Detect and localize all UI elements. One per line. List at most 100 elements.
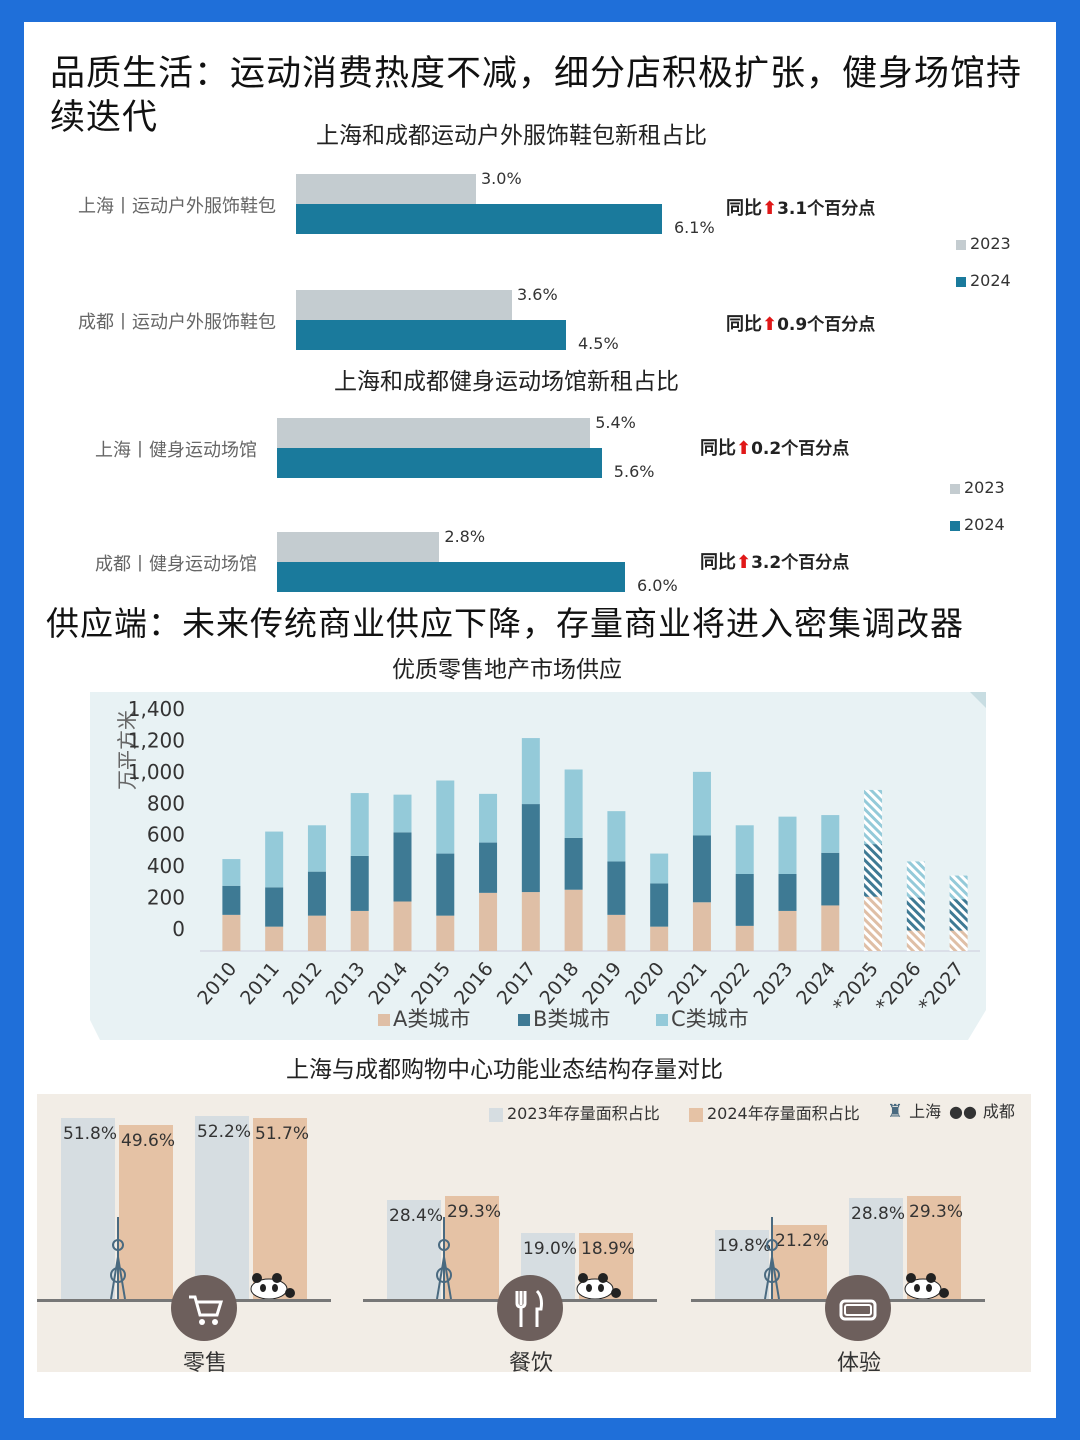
data-label: 6.1% (674, 218, 715, 237)
bar-C (479, 793, 498, 843)
bar-B (350, 855, 369, 911)
panda-icon (901, 1269, 951, 1300)
legend-item: 2023年存量面积占比 (489, 1100, 660, 1124)
category-label: 成都丨运动户外服饰鞋包 (78, 312, 276, 333)
legend-swatch (950, 520, 960, 531)
yoy-value: 3.2个百分点 (751, 553, 850, 573)
bar-B (393, 832, 412, 902)
legend-label: 2024 (970, 271, 1011, 290)
data-label: 3.0% (481, 169, 522, 188)
bar-A (479, 892, 498, 951)
bar-A (564, 889, 583, 951)
bar-B (436, 853, 455, 916)
y-tick-label: 1,000 (128, 760, 185, 784)
data-label: 19.0% (523, 1238, 578, 1259)
bar-C (821, 815, 840, 853)
bar-A (778, 910, 797, 951)
bar-2024 (277, 448, 602, 478)
data-label: 28.8% (851, 1204, 906, 1225)
bar-C (778, 816, 797, 874)
bar-C (222, 859, 241, 886)
legend-item: ♜ 上海 (887, 1098, 941, 1122)
legend-label: A类城市 (393, 1007, 470, 1031)
card: 品质生活：运动消费热度不减，细分店积极扩张，健身场馆持续迭代 上海和成都运动户外… (24, 22, 1056, 1418)
format-bar (445, 1196, 499, 1299)
data-label: 52.2% (197, 1122, 252, 1143)
bar-C (607, 811, 626, 862)
shanghai-tower-icon (109, 1217, 127, 1300)
up-arrow-icon: ⬆ (762, 314, 778, 335)
yoy-value: 0.2个百分点 (751, 439, 850, 459)
bar-C (393, 794, 412, 833)
data-label: 49.6% (121, 1131, 176, 1152)
bar-A (607, 914, 626, 951)
yoy-value: 3.1个百分点 (777, 199, 876, 219)
bar-2024 (296, 204, 662, 234)
bar-2023 (296, 290, 512, 320)
bar-B (307, 871, 326, 916)
data-label: 3.6% (517, 285, 558, 304)
bar-C (692, 771, 711, 836)
panda-icon (247, 1269, 297, 1300)
legend-item: 2024 (950, 515, 1005, 534)
data-label: 4.5% (578, 334, 619, 353)
y-tick-label: 400 (147, 854, 185, 878)
legend-label: 2023年存量面积占比 (507, 1104, 660, 1123)
format-label: 零售 (183, 1351, 228, 1376)
legend-swatch (950, 483, 960, 494)
y-tick-label: 0 (172, 917, 185, 941)
up-arrow-icon: ⬆ (762, 198, 778, 219)
panel-fold (970, 692, 986, 708)
data-label: 19.8% (717, 1235, 772, 1256)
yoy-annotation: 同比⬆0.9个百分点 (726, 310, 875, 336)
bar-B (735, 874, 754, 926)
legend-label: B类城市 (533, 1007, 610, 1031)
legend-label: C类城市 (671, 1007, 749, 1031)
bar-C (307, 825, 326, 872)
vr-headset-icon (825, 1275, 891, 1341)
panda-icon: ●● (949, 1102, 977, 1121)
bar-C (265, 831, 284, 888)
data-label: 18.9% (581, 1238, 636, 1259)
bar-C (864, 789, 883, 845)
format-bar (773, 1224, 827, 1299)
data-label: 2.8% (444, 527, 486, 546)
section1-title: 品质生活：运动消费热度不减，细分店积极扩张，健身场馆持续迭代 (50, 54, 1023, 138)
yoy-annotation: 同比⬆3.1个百分点 (726, 194, 875, 220)
bar-C (436, 780, 455, 854)
format-label: 体验 (837, 1351, 882, 1376)
bar-A (906, 930, 925, 951)
shanghai-tower-icon: ♜ (887, 1101, 904, 1122)
bar-B (521, 804, 540, 893)
bar-A (692, 902, 711, 951)
category-label: 上海丨健身运动场馆 (95, 440, 257, 461)
yoy-annotation: 同比⬆0.2个百分点 (700, 434, 849, 460)
legend-label: 2024 (964, 515, 1005, 534)
yoy-prefix: 同比 (726, 198, 762, 219)
legend-swatch (956, 276, 966, 287)
chart-title: 上海和成都健身运动场馆新租占比 (334, 369, 679, 395)
legend-swatch (656, 1014, 668, 1026)
bar-2023 (296, 174, 476, 204)
data-label: 29.3% (447, 1202, 502, 1223)
bar-B (222, 885, 241, 915)
bar-A (864, 896, 883, 951)
section2-title: 供应端：未来传统商业供应下降，存量商业将进入密集调改器 (46, 604, 964, 643)
bar-A (949, 930, 968, 951)
bar-B (864, 844, 883, 897)
legend-item: 2023 (950, 478, 1005, 497)
format-bar (119, 1125, 173, 1299)
yoy-annotation: 同比⬆3.2个百分点 (700, 548, 849, 574)
category-label: 成都丨健身运动场馆 (95, 554, 257, 575)
format-chart: 51.8% 49.6% 52.2% 51.7% 零售 28.4% 29.3% 19.0% 18.… (37, 1094, 1031, 1376)
data-label: 6.0% (637, 576, 678, 595)
panda-icon (573, 1269, 623, 1300)
bar-B (778, 874, 797, 911)
bar-2024 (296, 320, 566, 350)
bar-C (949, 875, 968, 900)
bar-A (436, 915, 455, 951)
legend-swatch (518, 1014, 530, 1026)
bar-B (906, 897, 925, 931)
bar-B (265, 887, 284, 927)
bar-B (650, 883, 669, 927)
